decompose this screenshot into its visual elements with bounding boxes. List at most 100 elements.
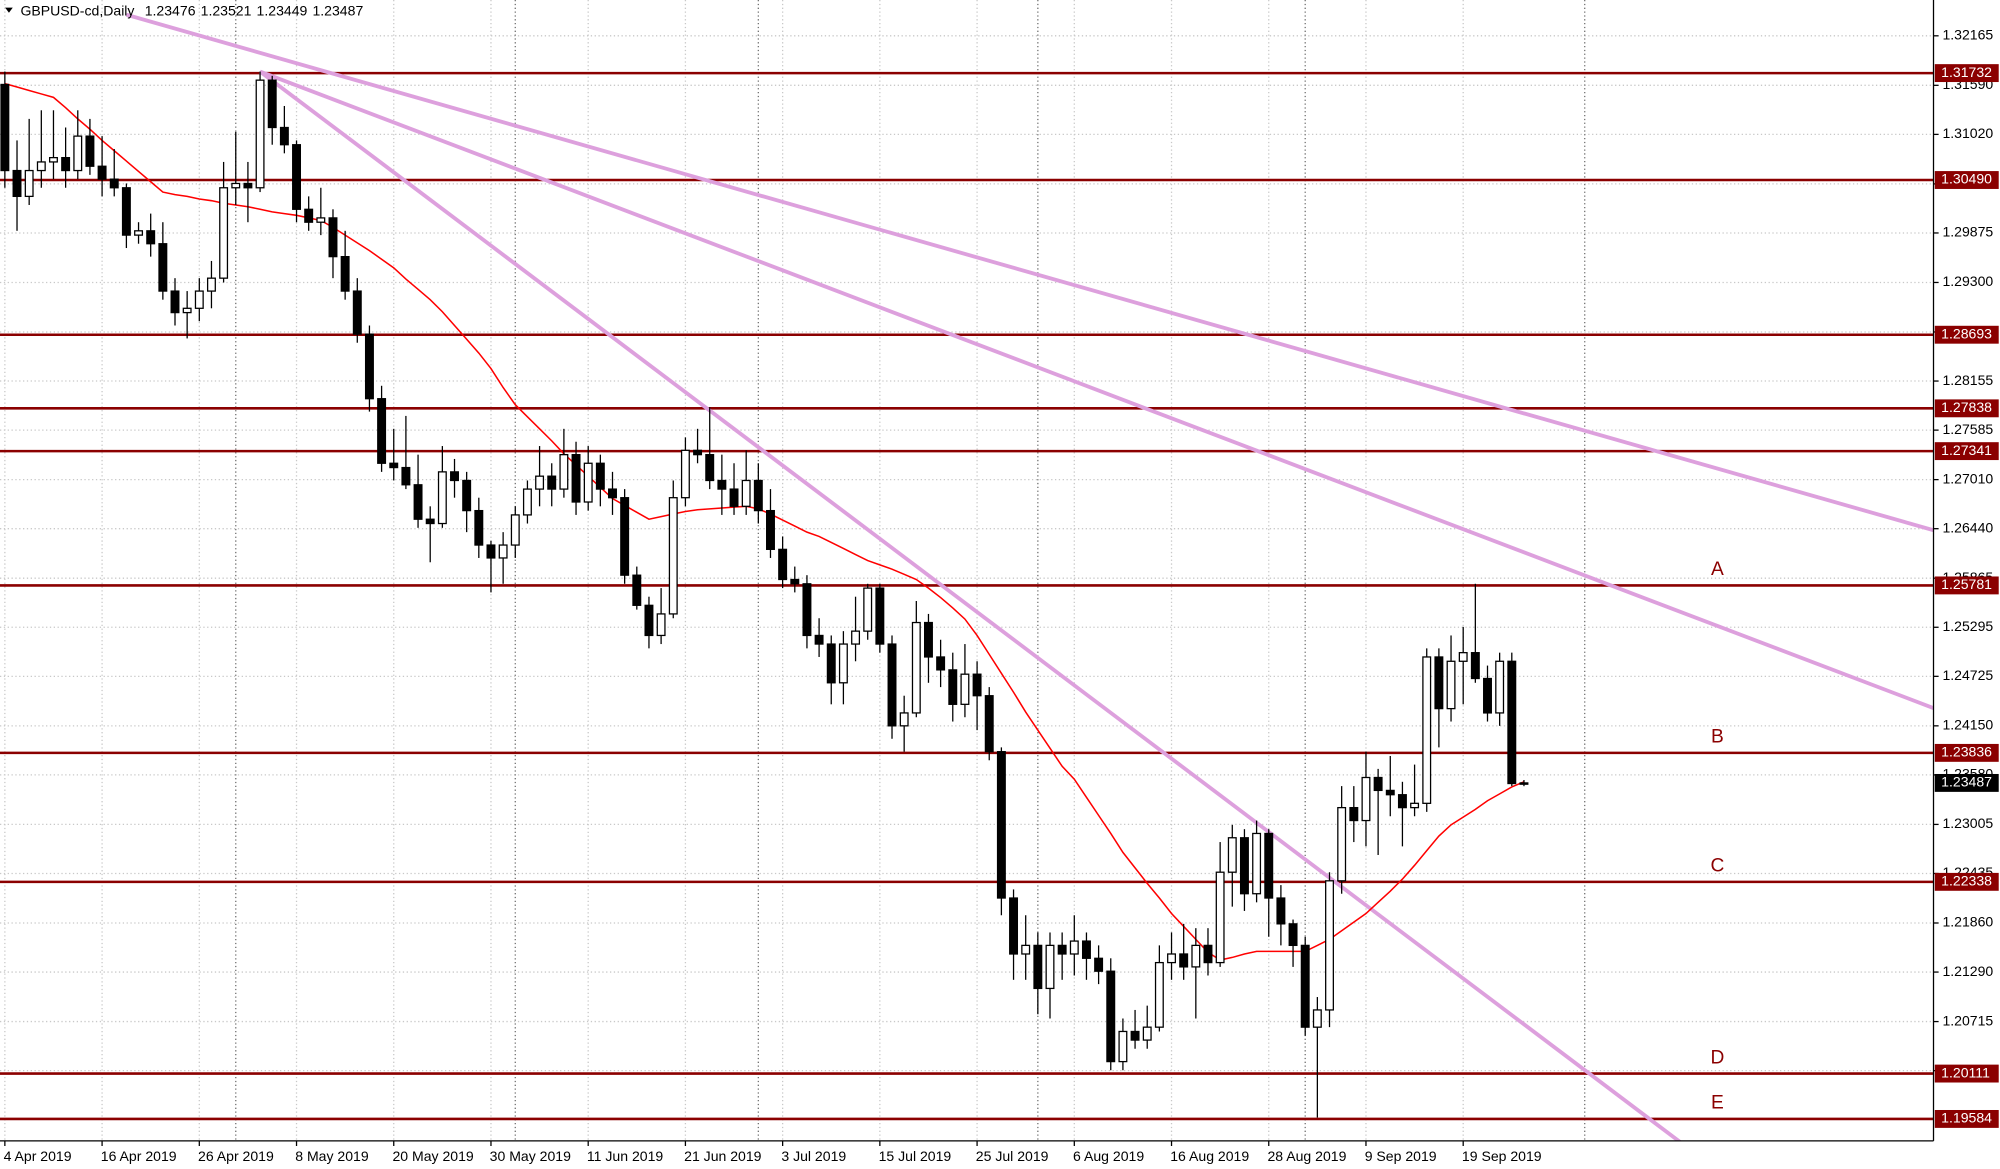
candle-body [814, 634, 824, 645]
candle-body [644, 604, 654, 637]
candle-body [1057, 944, 1067, 955]
axis-layer [0, 0, 1939, 1147]
level-price-box [1934, 576, 1999, 595]
candle-body [1385, 789, 1395, 796]
candle-body [1410, 802, 1420, 809]
y-tick-label: 1.20715 [1942, 1012, 1993, 1028]
y-tick-label: 1.21860 [1942, 914, 1993, 930]
candle-body [1179, 953, 1189, 968]
level-price-box [1934, 872, 1999, 891]
candle-body [352, 290, 362, 335]
menu-triangle [5, 7, 13, 13]
candle-body [243, 182, 253, 189]
candle-body [474, 509, 484, 546]
candle-body [960, 673, 970, 705]
candle-body [1470, 652, 1480, 680]
candle-body [1252, 832, 1262, 895]
candle-body [498, 544, 508, 559]
candle-body [838, 643, 848, 684]
x-tick-label: 9 Sep 2019 [1365, 1148, 1437, 1164]
candle-body [219, 187, 229, 279]
candle-body [364, 333, 374, 400]
level-price-label: 1.27838 [1941, 399, 1992, 415]
candle-body [620, 497, 630, 576]
candle-body [158, 243, 168, 292]
candle-body [1361, 776, 1371, 822]
candle-body [134, 230, 144, 236]
x-tick-label: 6 Aug 2019 [1073, 1148, 1144, 1164]
candle-body [1009, 897, 1019, 955]
level-tag: A [1711, 559, 1724, 580]
candle-body [705, 454, 715, 482]
y-tick-label: 1.31020 [1942, 125, 1993, 141]
candle-body [802, 583, 812, 637]
candle-body [559, 454, 569, 490]
candle-body [547, 475, 557, 490]
candle-body [73, 135, 83, 172]
candle-body [741, 479, 751, 507]
x-tick-label: 8 May 2019 [295, 1148, 369, 1164]
candle-body [1118, 1030, 1128, 1063]
x-tick-label: 25 Jul 2019 [976, 1148, 1049, 1164]
y-tick-label: 1.27585 [1942, 421, 1993, 437]
candle-body [583, 462, 593, 503]
candle-body [206, 277, 216, 292]
level-tag: D [1710, 1047, 1724, 1068]
x-tick-label: 21 Jun 2019 [684, 1148, 762, 1164]
candle-body [1312, 1009, 1322, 1028]
level-price-label: 1.20111 [1941, 1064, 1990, 1080]
header-high: 1.23521 [201, 2, 252, 18]
level-price-box [1934, 171, 1999, 189]
x-tick-label: 26 Apr 2019 [198, 1148, 274, 1164]
x-tick-label: 19 Sep 2019 [1462, 1148, 1542, 1164]
level-price-box [1934, 64, 1999, 83]
candle-body [1373, 776, 1383, 792]
candle-body [413, 484, 423, 520]
candle-body [571, 454, 581, 503]
y-tick-label: 1.24150 [1942, 717, 1993, 733]
candle-body [1215, 871, 1225, 964]
candle-body [863, 587, 873, 632]
candle-body [437, 471, 447, 525]
candle-body [668, 497, 678, 615]
candle-body [1458, 652, 1468, 662]
candle-body [790, 578, 800, 585]
header-open: 1.23476 [145, 2, 196, 18]
header-close: 1.23487 [312, 2, 363, 18]
labels-layer: 1.321651.315901.310201.304451.298751.293… [4, 27, 1999, 1164]
level-price-box [1934, 1109, 1999, 1128]
level-price-label: 1.30490 [1941, 171, 1992, 187]
candle-body [170, 290, 180, 314]
level-price-label: 1.22338 [1941, 873, 1992, 889]
candle-body [12, 169, 22, 198]
candle-body [887, 643, 897, 727]
candle-body [1300, 944, 1310, 1028]
candle-body [1094, 957, 1104, 972]
level-price-label: 1.25781 [1941, 576, 1992, 592]
candle-body [766, 509, 775, 550]
y-tick-label: 1.29875 [1942, 224, 1993, 240]
candle-body [48, 156, 58, 163]
candle-body [109, 178, 119, 189]
x-tick-label: 3 Jul 2019 [781, 1148, 846, 1164]
candle-body [753, 479, 763, 512]
candle-body [316, 217, 326, 223]
candle-body [1495, 660, 1505, 714]
candle-body [121, 187, 131, 236]
trendline [125, 12, 1934, 533]
candle-body [401, 466, 411, 486]
y-tick-label: 1.23005 [1942, 815, 1993, 831]
candle-body [522, 488, 532, 516]
symbol: GBPUSD-cd,Daily [20, 2, 134, 18]
level-tag: C [1710, 856, 1724, 877]
x-tick-label: 4 Apr 2019 [4, 1148, 72, 1164]
level-price-box [1934, 325, 1999, 344]
candle-body [1239, 837, 1249, 895]
candle-body [462, 479, 472, 512]
candle-body [1142, 1026, 1152, 1041]
candle-body [1264, 832, 1274, 899]
candle-body [146, 230, 156, 245]
candle-body [729, 488, 739, 507]
candle-body [194, 290, 204, 309]
level-price-label: 1.31732 [1941, 64, 1992, 80]
